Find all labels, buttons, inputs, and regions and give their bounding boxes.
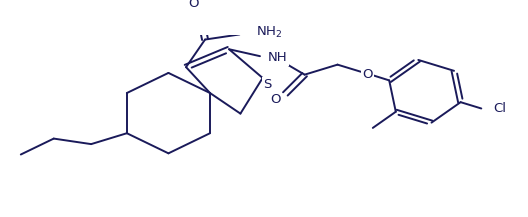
- Text: O: O: [362, 68, 373, 81]
- Text: S: S: [263, 78, 272, 91]
- Text: NH$_2$: NH$_2$: [256, 25, 282, 40]
- Text: O: O: [270, 93, 280, 106]
- Text: NH: NH: [268, 51, 288, 64]
- Text: Cl: Cl: [493, 102, 506, 115]
- Text: O: O: [188, 0, 199, 10]
